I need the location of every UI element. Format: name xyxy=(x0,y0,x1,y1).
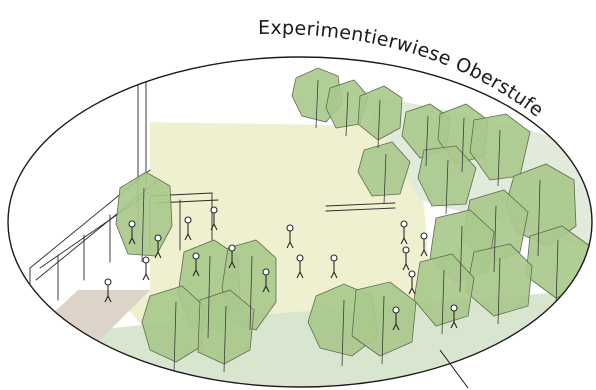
tree-trunks xyxy=(141,79,559,373)
bench xyxy=(325,202,396,207)
oval-frame xyxy=(7,56,593,388)
people xyxy=(104,206,458,331)
pointer-line xyxy=(439,349,469,389)
tree-group-right xyxy=(307,163,591,357)
